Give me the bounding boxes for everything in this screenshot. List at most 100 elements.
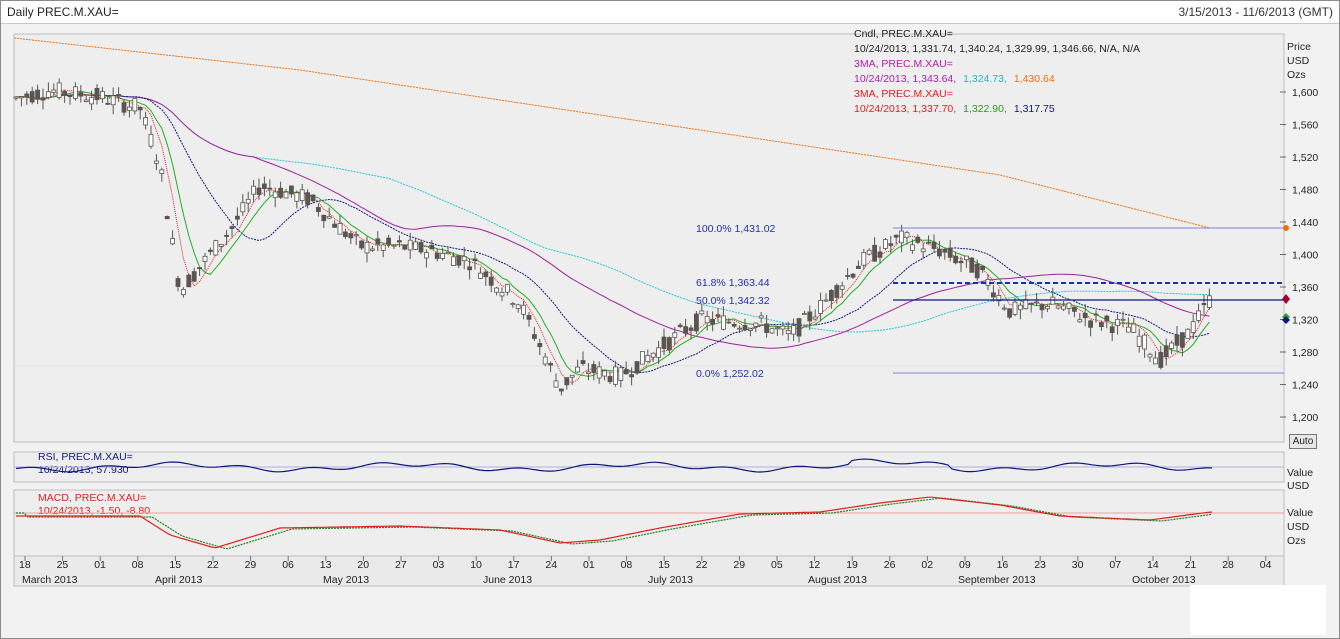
- candle-body: [634, 361, 640, 374]
- candle-body: [780, 325, 786, 330]
- time-tick-label: 20: [357, 559, 369, 571]
- candle-body: [964, 255, 969, 261]
- candle-body: [73, 86, 78, 99]
- candle-body: [613, 366, 618, 385]
- macd-panel: [13, 489, 1285, 557]
- candle-body: [1012, 301, 1018, 315]
- candle-body: [569, 374, 575, 378]
- time-tick-label: 23: [1034, 559, 1046, 571]
- candle-body: [180, 289, 186, 296]
- chart-title[interactable]: Daily PREC.M.XAU=: [7, 5, 119, 19]
- candle-body: [386, 237, 392, 245]
- time-tick-label: 29: [245, 559, 257, 571]
- macd-signal-line: [16, 497, 1213, 550]
- candle-body: [629, 374, 634, 378]
- candle-body: [785, 330, 791, 335]
- candle-body: [942, 248, 948, 253]
- candle-body: [1099, 322, 1104, 328]
- candle-body: [342, 231, 348, 237]
- time-tick-label: 05: [771, 559, 783, 571]
- candle-body: [580, 360, 586, 364]
- candle-body: [1077, 319, 1083, 323]
- candle-body: [483, 271, 489, 278]
- candle-body: [640, 351, 645, 365]
- marker-red: [1282, 294, 1290, 304]
- candle-body: [602, 370, 607, 377]
- candle-body: [812, 316, 818, 320]
- marker-navy: [1282, 316, 1290, 324]
- candle-body: [391, 244, 397, 247]
- legend: Cndl, PREC.M.XAU= 10/24/2013, 1,331.74, …: [854, 28, 1140, 115]
- time-tick-label: 12: [809, 559, 821, 571]
- month-label: April 2013: [155, 574, 202, 586]
- candle-body: [240, 202, 246, 213]
- candle-body: [62, 91, 67, 96]
- candle-body: [758, 315, 764, 319]
- candle-body: [791, 325, 796, 335]
- candle-body: [1153, 357, 1158, 365]
- candle-body: [915, 236, 921, 243]
- candle-body: [1169, 342, 1174, 349]
- legend-ma1-title: 3MA, PREC.M.XAU=: [854, 58, 953, 70]
- candle-body: [251, 185, 257, 195]
- price-axis-header-1: Price: [1287, 41, 1311, 53]
- candle-body: [353, 234, 359, 237]
- month-label: August 2013: [808, 574, 867, 586]
- candle-body: [83, 99, 89, 102]
- candle-body: [418, 241, 424, 253]
- price-panel: [13, 33, 1285, 443]
- moving-average-lines: [13, 37, 1211, 384]
- price-tick-label: 1,280: [1292, 347, 1318, 359]
- candle-body: [947, 247, 953, 258]
- fib-label-618: 61.8% 1,363.44: [696, 277, 770, 289]
- candle-body: [105, 102, 111, 105]
- candle-body: [1185, 328, 1191, 339]
- candle-body: [121, 102, 127, 113]
- date-range: 3/15/2013 - 11/6/2013 (GMT): [1178, 5, 1333, 19]
- time-tick-label: 15: [169, 559, 181, 571]
- candle-body: [197, 267, 203, 270]
- time-tick-label: 10: [470, 559, 482, 571]
- candle-body: [1088, 320, 1093, 328]
- time-tick-label: 25: [57, 559, 69, 571]
- candle-body: [1066, 302, 1072, 309]
- price-axis-header-3: Ozs: [1287, 69, 1306, 81]
- candle-body: [440, 252, 446, 259]
- candle-body: [1023, 299, 1029, 309]
- time-tick-label: 01: [583, 559, 595, 571]
- candle-body: [337, 223, 343, 235]
- price-tick-label: 1,480: [1292, 185, 1318, 197]
- time-tick-label: 08: [621, 559, 633, 571]
- candle-body: [710, 318, 715, 325]
- candle-body: [866, 249, 872, 255]
- candle-body: [35, 89, 40, 100]
- candle-body: [753, 322, 759, 327]
- rsi-title: RSI, PREC.M.XAU=: [38, 451, 133, 463]
- candle-body: [1147, 353, 1153, 358]
- candle-body: [910, 244, 915, 251]
- candle-body: [472, 258, 478, 262]
- price-markers: [1282, 225, 1290, 324]
- candle-body: [996, 295, 1002, 302]
- time-tick-label: 26: [884, 559, 896, 571]
- legend-candle-title: Cndl, PREC.M.XAU=: [854, 28, 953, 40]
- candle-body: [267, 187, 273, 190]
- candle-body: [775, 327, 780, 330]
- candle-body: [991, 292, 996, 298]
- price-tick-label: 1,520: [1292, 152, 1318, 164]
- candle-body: [100, 91, 105, 100]
- candle-body: [1115, 318, 1120, 326]
- candle-body: [699, 310, 705, 315]
- candle-body: [127, 106, 132, 111]
- month-label: March 2013: [22, 574, 78, 586]
- candle-body: [283, 191, 289, 199]
- time-tick-label: 22: [696, 559, 708, 571]
- candle-body: [175, 278, 181, 287]
- time-tick-label: 16: [997, 559, 1009, 571]
- candle-body: [477, 272, 483, 279]
- candle-body: [396, 240, 402, 243]
- auto-scale-button[interactable]: Auto: [1289, 434, 1317, 449]
- candle-body: [148, 133, 154, 147]
- macd-line: [16, 496, 1213, 549]
